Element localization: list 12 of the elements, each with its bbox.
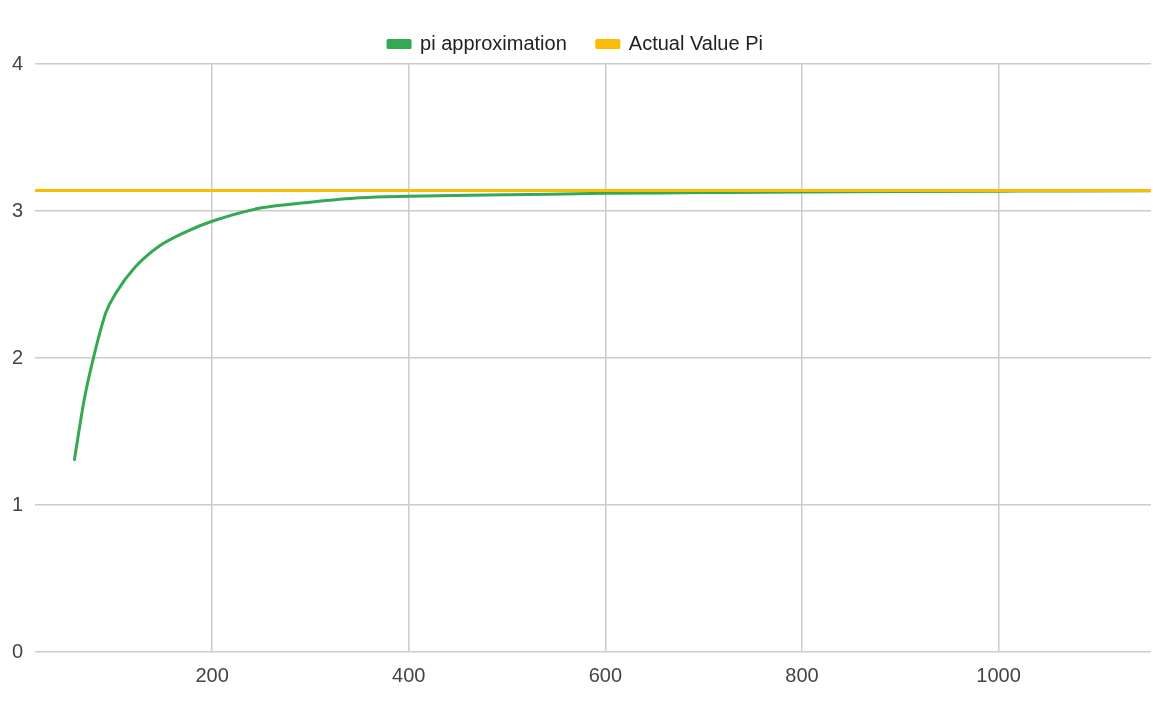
- x-tick-label: 400: [392, 663, 426, 686]
- y-tick-label: 0: [12, 639, 24, 662]
- legend-label: pi approximation: [420, 31, 567, 54]
- x-tick-label: 200: [195, 663, 229, 686]
- legend-label: Actual Value Pi: [628, 31, 763, 54]
- y-tick-label: 2: [12, 345, 24, 368]
- y-tick-label: 4: [12, 51, 24, 74]
- y-tick-label: 3: [12, 198, 24, 221]
- x-tick-label: 800: [785, 663, 819, 686]
- x-tick-label: 600: [588, 663, 623, 686]
- y-tick-label: 1: [12, 492, 24, 515]
- x-tick-label: 1000: [976, 663, 1021, 686]
